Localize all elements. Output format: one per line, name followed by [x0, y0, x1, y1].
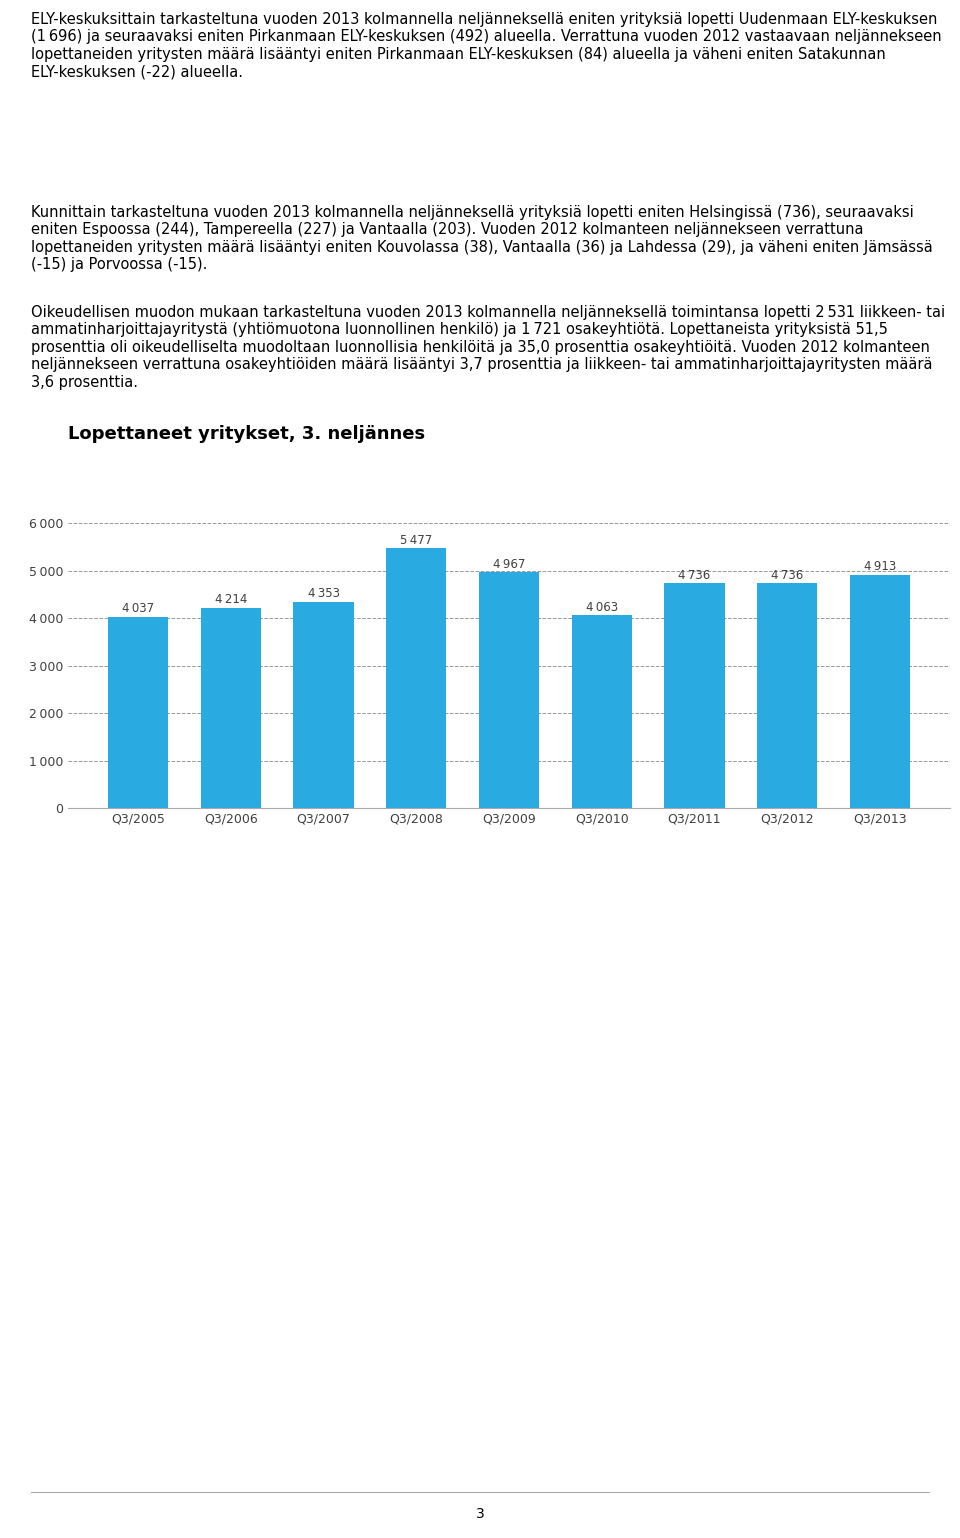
- Text: ELY-keskuksittain tarkasteltuna vuoden 2013 kolmannella neljänneksellä eniten yr: ELY-keskuksittain tarkasteltuna vuoden 2…: [31, 12, 942, 78]
- Text: 3: 3: [475, 1507, 485, 1521]
- Bar: [294, 601, 353, 807]
- Text: 4 037: 4 037: [122, 601, 155, 615]
- Text: Lopettaneet yritykset, 3. neljännes: Lopettaneet yritykset, 3. neljännes: [68, 424, 425, 443]
- Bar: [664, 583, 725, 807]
- Bar: [201, 608, 261, 807]
- Bar: [479, 572, 540, 807]
- Text: 5 477: 5 477: [400, 534, 432, 546]
- Text: 4 736: 4 736: [679, 569, 710, 581]
- Text: Oikeudellisen muodon mukaan tarkasteltuna vuoden 2013 kolmannella neljänneksellä: Oikeudellisen muodon mukaan tarkasteltun…: [31, 305, 945, 389]
- Bar: [757, 583, 817, 807]
- Text: 4 214: 4 214: [215, 594, 247, 606]
- Text: Kunnittain tarkasteltuna vuoden 2013 kolmannella neljänneksellä yrityksiä lopett: Kunnittain tarkasteltuna vuoden 2013 kol…: [31, 205, 932, 272]
- Text: 4 063: 4 063: [586, 601, 617, 614]
- Text: 4 353: 4 353: [307, 588, 340, 600]
- Bar: [571, 615, 632, 807]
- Text: 4 967: 4 967: [492, 558, 525, 571]
- Text: 4 736: 4 736: [771, 569, 804, 581]
- Bar: [108, 617, 168, 807]
- Text: 4 913: 4 913: [864, 560, 896, 574]
- Bar: [386, 548, 446, 807]
- Bar: [850, 575, 910, 807]
